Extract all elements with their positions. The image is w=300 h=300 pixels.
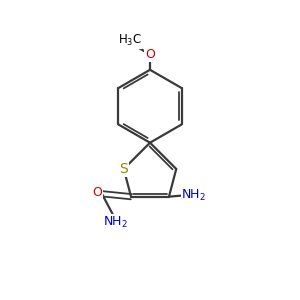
Text: O: O [93,186,102,199]
Text: S: S [119,162,128,176]
Text: NH$_2$: NH$_2$ [181,188,206,203]
Text: NH$_2$: NH$_2$ [103,214,128,230]
Text: H$_3$C: H$_3$C [118,33,142,49]
Text: O: O [145,48,155,61]
